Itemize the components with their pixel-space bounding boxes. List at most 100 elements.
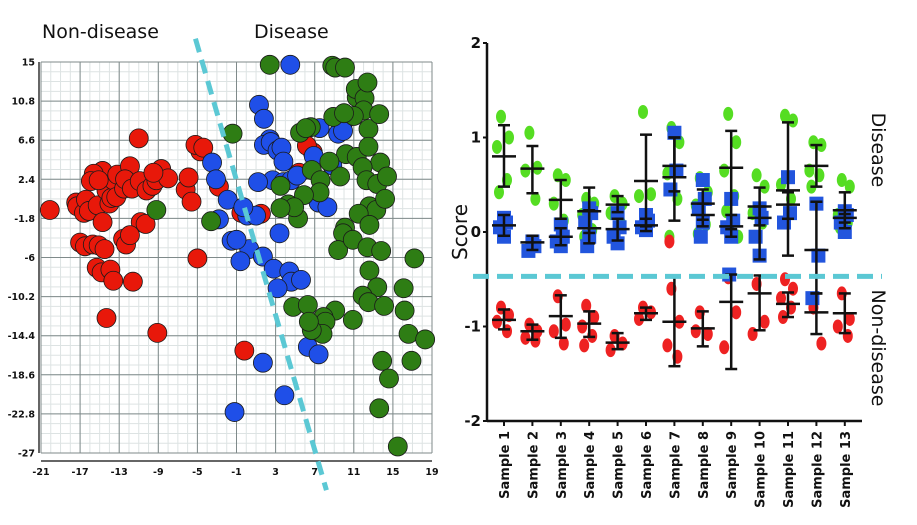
- non-disease-side-label: Non-disease: [867, 290, 889, 407]
- red-point: [94, 239, 115, 260]
- disease-point: [844, 179, 855, 194]
- x-tick-label: -17: [72, 467, 89, 478]
- green-point: [387, 436, 408, 457]
- green-point: [297, 295, 318, 315]
- red-point: [143, 162, 164, 183]
- disease-point: [780, 108, 790, 123]
- x-tick-label: 19: [425, 467, 438, 478]
- green-point: [319, 151, 340, 172]
- blue-point: [206, 169, 226, 190]
- x-tick-label: -1: [231, 467, 242, 478]
- blue-point: [230, 251, 251, 272]
- blue-point: [252, 352, 273, 373]
- non-disease-point: [832, 319, 843, 334]
- disease-point: [504, 130, 514, 145]
- category-label: Sample 10: [754, 431, 769, 508]
- disease-point: [524, 125, 535, 140]
- disease-point: [836, 173, 847, 188]
- red-point: [96, 308, 117, 328]
- red-point: [39, 200, 60, 220]
- category-label: Sample 3: [555, 431, 570, 499]
- left-axes: [38, 62, 432, 462]
- non-disease-point: [581, 298, 592, 313]
- non-disease-point: [558, 336, 569, 351]
- blue-point: [273, 151, 294, 172]
- green-point: [328, 240, 349, 260]
- green-point: [372, 350, 393, 371]
- y-tick-label: 0: [471, 223, 481, 241]
- disease-point: [634, 189, 644, 204]
- y-tick-label: -1: [464, 318, 481, 336]
- x-tick-label: -5: [192, 467, 203, 478]
- red-point: [122, 271, 143, 292]
- category-label: Sample 12: [810, 431, 825, 508]
- non-disease-point: [520, 330, 531, 345]
- green-point: [335, 57, 355, 78]
- x-tick-label: -9: [153, 467, 164, 478]
- green-point: [393, 278, 414, 299]
- y-tick-label: -18.6: [8, 370, 36, 381]
- category-label: Sample 13: [839, 431, 854, 508]
- non-disease-point: [664, 234, 675, 249]
- green-point: [357, 72, 378, 93]
- blue-point: [233, 197, 254, 218]
- disease-point: [731, 135, 742, 150]
- green-point: [374, 296, 395, 316]
- y-tick-label: 2.4: [18, 175, 35, 186]
- non-disease-point: [605, 343, 616, 358]
- y-tick-label: -6: [24, 253, 35, 264]
- blue-point: [291, 269, 311, 290]
- red-point: [187, 248, 208, 269]
- y-tick-label: -10.2: [8, 292, 35, 303]
- red-point: [92, 212, 113, 233]
- blue-point: [248, 172, 268, 192]
- y-tick-label: 2: [471, 34, 481, 52]
- green-point: [358, 136, 379, 157]
- pca-scatter-plot: -21 -17 -13 -9 -5 -1 3 7 11 15 191510.86.62.4-1.8-…: [8, 21, 439, 491]
- left-tick-labels: -21 -17 -13 -9 -5 -1 3 7 11 15 191510.86.62.4-1.8-…: [8, 58, 439, 479]
- category-label: Sample 6: [640, 431, 655, 499]
- disease-point: [530, 191, 541, 206]
- green-point: [369, 104, 390, 125]
- x-tick-label: 3: [272, 467, 279, 478]
- green-point: [259, 54, 280, 75]
- category-label: Sample 1: [498, 431, 513, 499]
- y-tick-label: 6.6: [18, 136, 35, 147]
- control-point: [693, 229, 708, 244]
- green-point: [359, 215, 380, 235]
- non-disease-title: Non-disease: [42, 21, 159, 43]
- disease-point: [638, 104, 648, 119]
- red-point: [128, 128, 149, 149]
- category-label: Sample 4: [583, 431, 598, 499]
- green-point: [379, 368, 399, 389]
- green-point: [298, 311, 319, 332]
- non-disease-point: [662, 338, 673, 353]
- green-point: [222, 123, 243, 144]
- non-disease-point: [548, 324, 559, 339]
- green-point: [342, 309, 363, 330]
- red-point: [120, 225, 140, 246]
- red-point: [88, 170, 109, 191]
- x-tick-label: 11: [347, 467, 360, 478]
- green-point: [401, 350, 422, 371]
- control-point: [580, 239, 595, 254]
- category-label: Sample 5: [612, 431, 627, 499]
- disease-point: [492, 139, 502, 154]
- green-point: [375, 188, 395, 209]
- separator-line: [193, 38, 329, 491]
- control-point: [695, 173, 710, 188]
- category-label: Sample 2: [526, 431, 541, 499]
- non-disease-point: [492, 314, 502, 329]
- green-point: [404, 248, 425, 269]
- non-disease-point: [776, 291, 786, 306]
- green-point: [201, 211, 221, 232]
- green-point: [377, 166, 397, 187]
- disease-point: [494, 185, 504, 200]
- blue-point: [269, 223, 290, 244]
- green-point: [270, 175, 291, 196]
- disease-title: Disease: [254, 21, 329, 43]
- green-point: [371, 241, 392, 261]
- blue-point: [224, 402, 245, 422]
- red-point: [234, 340, 255, 361]
- green-point: [296, 118, 316, 138]
